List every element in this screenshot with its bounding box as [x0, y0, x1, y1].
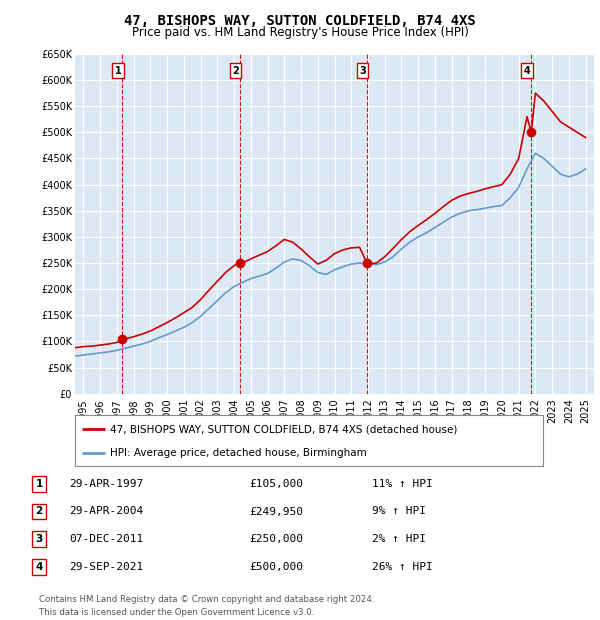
- Text: Price paid vs. HM Land Registry's House Price Index (HPI): Price paid vs. HM Land Registry's House …: [131, 26, 469, 39]
- Text: 29-APR-2004: 29-APR-2004: [69, 507, 143, 516]
- Text: £250,000: £250,000: [249, 534, 303, 544]
- Text: 29-APR-1997: 29-APR-1997: [69, 479, 143, 489]
- Text: HPI: Average price, detached house, Birmingham: HPI: Average price, detached house, Birm…: [110, 448, 367, 458]
- Text: 2% ↑ HPI: 2% ↑ HPI: [372, 534, 426, 544]
- Text: 3: 3: [35, 534, 43, 544]
- Text: 2: 2: [35, 507, 43, 516]
- Text: This data is licensed under the Open Government Licence v3.0.: This data is licensed under the Open Gov…: [39, 608, 314, 617]
- Text: £249,950: £249,950: [249, 507, 303, 516]
- Text: Contains HM Land Registry data © Crown copyright and database right 2024.: Contains HM Land Registry data © Crown c…: [39, 595, 374, 604]
- Text: 3: 3: [359, 66, 366, 76]
- Text: 47, BISHOPS WAY, SUTTON COLDFIELD, B74 4XS (detached house): 47, BISHOPS WAY, SUTTON COLDFIELD, B74 4…: [110, 424, 457, 434]
- Text: 1: 1: [115, 66, 122, 76]
- Text: 4: 4: [35, 562, 43, 572]
- Text: 26% ↑ HPI: 26% ↑ HPI: [372, 562, 433, 572]
- Text: £500,000: £500,000: [249, 562, 303, 572]
- Text: 47, BISHOPS WAY, SUTTON COLDFIELD, B74 4XS: 47, BISHOPS WAY, SUTTON COLDFIELD, B74 4…: [124, 14, 476, 28]
- Text: £105,000: £105,000: [249, 479, 303, 489]
- Text: 29-SEP-2021: 29-SEP-2021: [69, 562, 143, 572]
- Text: 07-DEC-2011: 07-DEC-2011: [69, 534, 143, 544]
- Text: 1: 1: [35, 479, 43, 489]
- Text: 9% ↑ HPI: 9% ↑ HPI: [372, 507, 426, 516]
- Text: 4: 4: [524, 66, 530, 76]
- Text: 11% ↑ HPI: 11% ↑ HPI: [372, 479, 433, 489]
- Text: 2: 2: [232, 66, 239, 76]
